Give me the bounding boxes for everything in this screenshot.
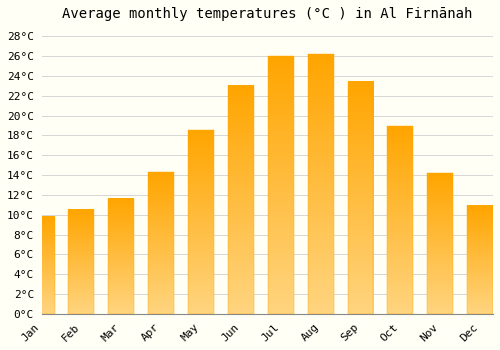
Bar: [108, 199, 134, 314]
Bar: [28, 217, 54, 314]
Bar: [268, 56, 293, 314]
Bar: [308, 54, 334, 314]
Bar: [348, 82, 374, 314]
Title: Average monthly temperatures (°C ) in Al Firnānah: Average monthly temperatures (°C ) in Al…: [62, 7, 472, 21]
Bar: [188, 131, 214, 314]
Bar: [148, 172, 174, 314]
Bar: [428, 173, 453, 314]
Bar: [68, 210, 94, 314]
Bar: [467, 206, 493, 314]
Bar: [228, 86, 254, 314]
Bar: [388, 126, 413, 314]
